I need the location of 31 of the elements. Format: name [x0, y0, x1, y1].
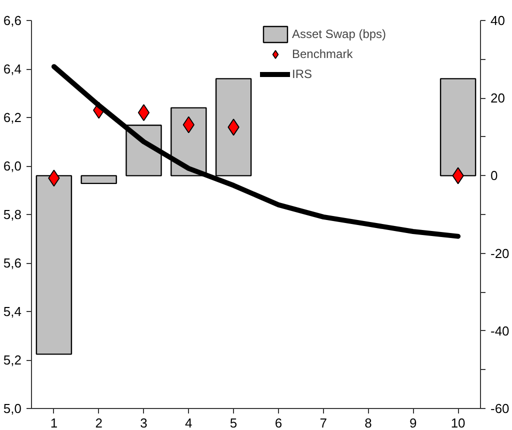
y-tick-label: 5,0: [3, 401, 22, 416]
bar: [80, 175, 117, 184]
y-tick-label: 5,4: [3, 304, 22, 319]
y-tick-label: 6,6: [3, 13, 22, 28]
x-tick-label: 3: [140, 416, 148, 430]
y2-tick-label: -60: [490, 401, 510, 416]
x-tick-label: 10: [450, 416, 466, 430]
y-tick-label: 6,4: [3, 62, 22, 76]
y-tick-label: 5,8: [3, 207, 22, 222]
y-tick-label: 6,0: [3, 158, 22, 174]
x-tick-label: 2: [95, 416, 102, 430]
legend-label: Asset Swap (bps): [292, 27, 386, 41]
bar: [215, 78, 252, 176]
y-tick-label: 5,6: [3, 256, 22, 270]
y2-tick-label: 40: [490, 13, 505, 28]
y-tick-label: 6,2: [3, 110, 22, 125]
x-tick-label: 9: [410, 416, 417, 430]
point: [138, 104, 150, 122]
legend-label: IRS: [292, 67, 312, 81]
x-tick-label: 8: [364, 416, 372, 430]
x-tick-label: 5: [230, 416, 238, 430]
legend-label: Benchmark: [292, 47, 353, 61]
x-tick-label: 6: [274, 416, 282, 430]
x-tick-label: 1: [50, 416, 58, 430]
y2-tick-label: 0: [490, 168, 498, 184]
x-tick-label: 4: [185, 416, 192, 430]
y2-tick-label: -20: [490, 246, 510, 261]
x-tick-label: 7: [320, 416, 327, 430]
y2-tick-label: 20: [490, 90, 505, 106]
y2-tick-label: -40: [490, 323, 510, 338]
y-tick-label: 5,2: [3, 352, 22, 368]
